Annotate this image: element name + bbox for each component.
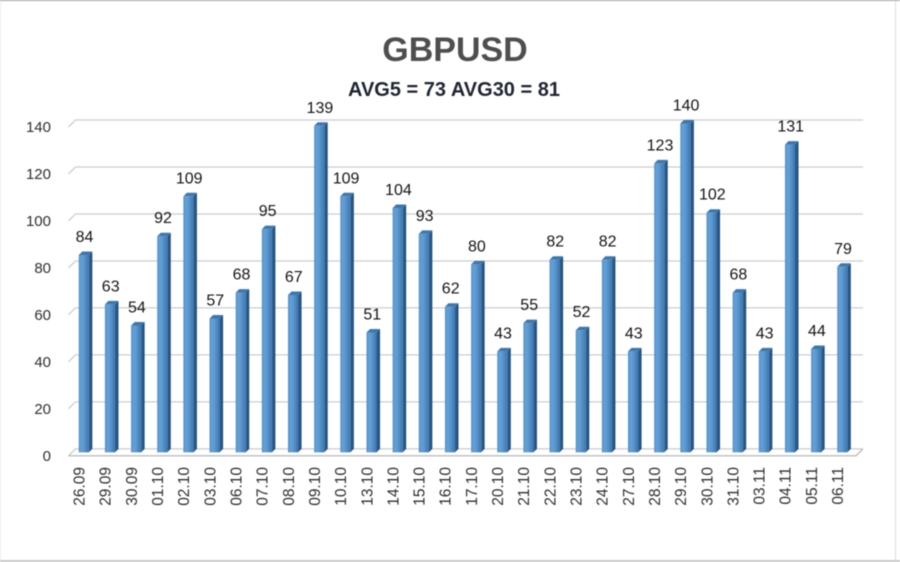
- svg-text:15.10: 15.10: [412, 467, 429, 506]
- svg-text:95: 95: [259, 203, 277, 220]
- svg-text:27.10: 27.10: [621, 467, 638, 506]
- svg-text:109: 109: [333, 170, 360, 187]
- svg-text:04.11: 04.11: [778, 467, 795, 505]
- svg-text:79: 79: [834, 241, 852, 258]
- svg-text:26.09: 26.09: [72, 467, 89, 506]
- svg-text:17.10: 17.10: [464, 467, 481, 506]
- svg-text:28.10: 28.10: [647, 467, 664, 506]
- svg-text:67: 67: [285, 269, 303, 286]
- svg-text:GBPUSD: GBPUSD: [382, 31, 527, 69]
- svg-text:06.10: 06.10: [229, 467, 246, 506]
- svg-text:24.10: 24.10: [595, 467, 612, 506]
- svg-text:104: 104: [385, 182, 412, 199]
- svg-text:109: 109: [176, 170, 203, 187]
- svg-text:139: 139: [307, 100, 334, 117]
- svg-text:AVG5 = 73 AVG30 = 81: AVG5 = 73 AVG30 = 81: [348, 79, 560, 101]
- svg-text:51: 51: [363, 307, 381, 324]
- svg-text:57: 57: [206, 292, 224, 309]
- svg-text:54: 54: [128, 300, 146, 317]
- svg-text:102: 102: [699, 187, 726, 204]
- svg-text:03.11: 03.11: [752, 467, 769, 505]
- svg-text:05.11: 05.11: [804, 467, 821, 505]
- svg-text:29.09: 29.09: [98, 467, 115, 506]
- svg-text:08.10: 08.10: [281, 467, 298, 506]
- svg-text:29.10: 29.10: [673, 467, 690, 506]
- svg-text:120: 120: [26, 166, 51, 183]
- svg-text:82: 82: [546, 234, 564, 251]
- svg-text:03.10: 03.10: [202, 467, 219, 506]
- svg-text:68: 68: [730, 267, 748, 284]
- svg-text:68: 68: [233, 267, 251, 284]
- svg-text:80: 80: [468, 238, 486, 255]
- svg-text:22.10: 22.10: [542, 467, 559, 506]
- svg-text:43: 43: [625, 325, 643, 342]
- svg-text:43: 43: [494, 325, 512, 342]
- svg-text:100: 100: [26, 213, 51, 230]
- svg-text:43: 43: [756, 325, 774, 342]
- svg-text:31.10: 31.10: [725, 467, 742, 506]
- svg-text:80: 80: [34, 260, 51, 277]
- svg-text:06.11: 06.11: [830, 467, 847, 505]
- svg-text:52: 52: [573, 304, 591, 321]
- svg-text:93: 93: [416, 208, 434, 225]
- svg-text:60: 60: [34, 307, 51, 324]
- svg-text:13.10: 13.10: [359, 467, 376, 506]
- svg-text:16.10: 16.10: [438, 467, 455, 506]
- svg-text:21.10: 21.10: [516, 467, 533, 506]
- svg-text:62: 62: [442, 281, 460, 298]
- svg-text:09.10: 09.10: [307, 467, 324, 506]
- svg-text:82: 82: [599, 234, 617, 251]
- svg-text:92: 92: [154, 210, 172, 227]
- svg-text:02.10: 02.10: [176, 467, 193, 506]
- svg-text:131: 131: [777, 119, 804, 136]
- svg-text:20: 20: [34, 401, 51, 418]
- svg-text:10.10: 10.10: [333, 467, 350, 506]
- svg-text:84: 84: [76, 229, 94, 246]
- svg-text:55: 55: [520, 297, 538, 314]
- svg-text:140: 140: [673, 97, 700, 114]
- svg-text:63: 63: [102, 278, 120, 295]
- svg-text:07.10: 07.10: [255, 467, 272, 506]
- svg-text:01.10: 01.10: [150, 467, 167, 506]
- svg-text:44: 44: [808, 323, 826, 340]
- svg-text:0: 0: [43, 448, 51, 465]
- svg-text:140: 140: [26, 119, 51, 136]
- svg-text:23.10: 23.10: [569, 467, 586, 506]
- svg-text:123: 123: [647, 137, 674, 154]
- svg-text:30.10: 30.10: [699, 467, 716, 506]
- svg-text:20.10: 20.10: [490, 467, 507, 506]
- svg-text:30.09: 30.09: [124, 467, 141, 506]
- svg-text:14.10: 14.10: [385, 467, 402, 506]
- svg-text:40: 40: [34, 354, 51, 371]
